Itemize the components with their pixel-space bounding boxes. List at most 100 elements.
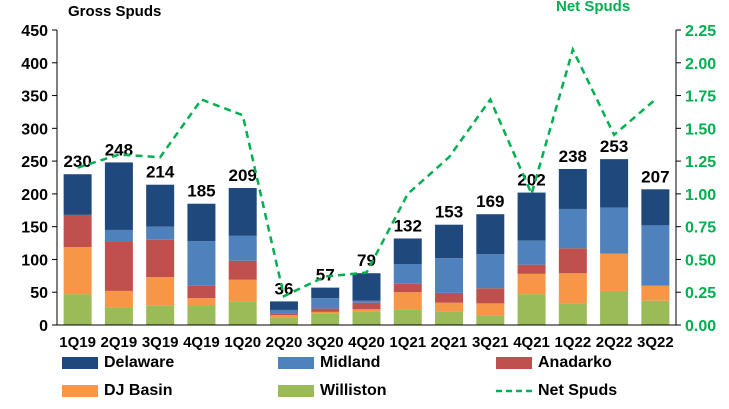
bar-dj-basin-3q22 bbox=[641, 285, 670, 301]
total-label-1q19: 230 bbox=[63, 152, 91, 171]
bar-anadarko-2q20 bbox=[269, 313, 298, 316]
right-tick-label: 1.50 bbox=[685, 121, 716, 138]
bar-anadarko-1q22 bbox=[558, 248, 587, 274]
bar-williston-3q21 bbox=[476, 315, 505, 325]
bar-anadarko-4q20 bbox=[352, 302, 381, 310]
right-tick-label: 1.75 bbox=[685, 89, 716, 106]
bar-dj-basin-3q21 bbox=[476, 303, 505, 316]
bar-delaware-1q19 bbox=[63, 174, 92, 215]
x-tick-label-3q22: 3Q22 bbox=[637, 334, 674, 351]
bar-williston-1q20 bbox=[228, 301, 257, 325]
net-spuds-line bbox=[77, 46, 657, 298]
left-axis: 0 50 100 150 200 250 300 350 400 450 bbox=[21, 23, 58, 335]
total-label-4q19: 185 bbox=[187, 182, 215, 201]
left-tick-label: 50 bbox=[30, 285, 48, 302]
legend-label-williston: Williston bbox=[320, 382, 387, 399]
bar-williston-3q20 bbox=[311, 313, 340, 325]
bar-midland-2q19 bbox=[104, 229, 133, 242]
legend-label-delaware: Delaware bbox=[104, 354, 175, 371]
right-tick-label: 1.25 bbox=[685, 154, 716, 171]
bars bbox=[63, 159, 670, 325]
right-tick-label: 2.25 bbox=[685, 23, 716, 40]
legend-swatch-dj-basin bbox=[62, 385, 98, 397]
x-tick-label-4q21: 4Q21 bbox=[513, 334, 550, 351]
legend-swatch-midland bbox=[278, 357, 314, 369]
left-tick-label: 400 bbox=[21, 56, 48, 73]
legend-label-anadarko: Anadarko bbox=[538, 354, 612, 371]
legend-swatch-delaware bbox=[62, 357, 98, 369]
bar-williston-1q19 bbox=[63, 294, 92, 325]
right-tick-label: 0.75 bbox=[685, 220, 716, 237]
bar-dj-basin-1q22 bbox=[558, 273, 587, 304]
legend-label-midland: Midland bbox=[320, 354, 381, 371]
x-tick-label-2q20: 2Q20 bbox=[266, 334, 303, 351]
bar-dj-basin-2q21 bbox=[435, 302, 464, 312]
bar-williston-1q22 bbox=[558, 303, 587, 325]
bar-williston-4q19 bbox=[187, 305, 216, 325]
bar-anadarko-1q21 bbox=[393, 283, 422, 293]
bar-delaware-1q22 bbox=[558, 168, 587, 209]
bar-midland-2q20 bbox=[269, 309, 298, 314]
left-tick-label: 0 bbox=[39, 318, 48, 335]
left-tick-label: 250 bbox=[21, 154, 48, 171]
bar-midland-3q21 bbox=[476, 254, 505, 289]
bar-delaware-3q19 bbox=[146, 184, 175, 227]
bar-anadarko-4q21 bbox=[517, 264, 546, 274]
x-tick-label-4q20: 4Q20 bbox=[348, 334, 385, 351]
total-label-2q22: 253 bbox=[600, 137, 628, 156]
total-label-1q21: 132 bbox=[394, 216, 422, 235]
left-tick-label: 150 bbox=[21, 220, 48, 237]
bar-delaware-2q19 bbox=[104, 162, 133, 230]
bar-delaware-2q20 bbox=[269, 301, 298, 310]
total-label-3q21: 169 bbox=[476, 192, 504, 211]
bar-midland-2q22 bbox=[600, 207, 629, 254]
bar-williston-3q19 bbox=[146, 305, 175, 325]
total-label-2q19: 248 bbox=[105, 140, 133, 159]
bar-williston-1q21 bbox=[393, 309, 422, 325]
bar-williston-2q19 bbox=[104, 307, 133, 325]
x-tick-label-3q20: 3Q20 bbox=[307, 334, 344, 351]
bar-midland-4q21 bbox=[517, 240, 546, 265]
bar-midland-4q20 bbox=[352, 300, 381, 303]
legend-item-midland: Midland bbox=[278, 354, 380, 372]
left-tick-label: 200 bbox=[21, 187, 48, 204]
bar-anadarko-3q20 bbox=[311, 308, 340, 312]
bar-anadarko-2q19 bbox=[104, 241, 133, 291]
bar-dj-basin-2q22 bbox=[600, 253, 629, 291]
right-tick-label: 0.00 bbox=[685, 318, 716, 335]
x-tick-label-3q19: 3Q19 bbox=[142, 334, 179, 351]
legend-item-williston: Williston bbox=[278, 382, 387, 400]
bar-delaware-4q21 bbox=[517, 192, 546, 241]
bar-anadarko-4q19 bbox=[187, 285, 216, 299]
total-label-3q22: 207 bbox=[641, 167, 669, 186]
right-tick-label: 0.25 bbox=[685, 285, 716, 302]
bar-williston-2q22 bbox=[600, 290, 629, 325]
x-tick-label-2q19: 2Q19 bbox=[101, 334, 138, 351]
left-tick-label: 100 bbox=[21, 252, 48, 269]
bar-anadarko-2q21 bbox=[435, 292, 464, 303]
right-axis-title: Net Spuds bbox=[556, 0, 631, 15]
bar-midland-2q21 bbox=[435, 258, 464, 293]
right-tick-label: 0.50 bbox=[685, 252, 716, 269]
legend-swatch-williston bbox=[278, 385, 314, 397]
bar-dj-basin-3q20 bbox=[311, 311, 340, 314]
bar-delaware-3q21 bbox=[476, 214, 505, 255]
bar-delaware-1q20 bbox=[228, 187, 257, 236]
bar-midland-3q19 bbox=[146, 226, 175, 240]
bar-midland-3q22 bbox=[641, 225, 670, 286]
bar-midland-1q21 bbox=[393, 264, 422, 284]
total-label-4q21: 202 bbox=[517, 171, 545, 190]
bar-delaware-1q21 bbox=[393, 238, 422, 265]
bar-delaware-3q20 bbox=[311, 287, 340, 299]
x-tick-label-1q19: 1Q19 bbox=[59, 334, 96, 351]
total-label-3q19: 214 bbox=[146, 163, 175, 182]
bar-delaware-4q20 bbox=[352, 273, 381, 301]
right-tick-label: 1.00 bbox=[685, 187, 716, 204]
bar-williston-3q22 bbox=[641, 300, 670, 325]
right-axis: 0.00 0.25 0.50 0.75 1.00 1.25 1.50 1.75 2.00 2.25 bbox=[675, 23, 716, 335]
bar-midland-1q20 bbox=[228, 235, 257, 261]
legend-item-anadarko: Anadarko bbox=[496, 354, 612, 372]
bar-midland-4q19 bbox=[187, 241, 216, 286]
x-tick-label-1q22: 1Q22 bbox=[554, 334, 591, 351]
total-label-1q22: 238 bbox=[559, 147, 587, 166]
